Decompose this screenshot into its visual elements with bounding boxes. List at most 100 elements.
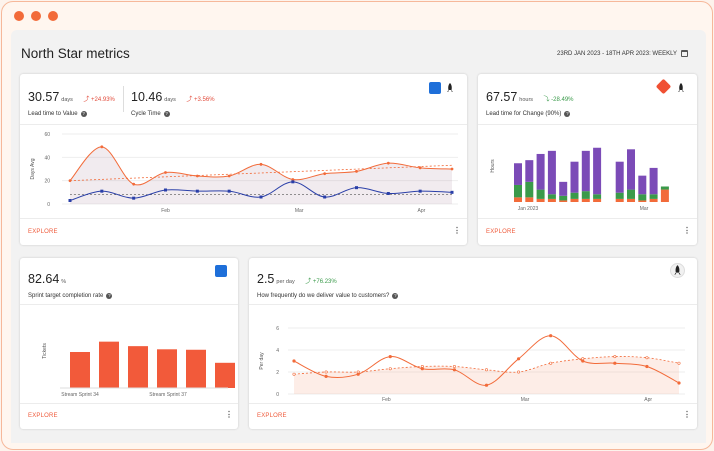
- card-separator: [249, 403, 697, 404]
- more-menu-icon[interactable]: ⋮: [683, 226, 691, 235]
- card-separator: [20, 218, 467, 219]
- metric-divider: [123, 86, 124, 112]
- bar: [99, 341, 119, 388]
- explore-link[interactable]: EXPLORE: [257, 413, 287, 419]
- bar-segment: [660, 189, 669, 202]
- bar-segment: [514, 184, 522, 198]
- series-area: [70, 146, 452, 204]
- help-icon[interactable]: ?: [564, 111, 571, 117]
- x-tick-label: Feb: [382, 397, 391, 402]
- data-point: [450, 167, 454, 171]
- x-tick-label: Apr: [644, 397, 652, 402]
- card-separator: [478, 218, 697, 219]
- bar-segment: [570, 192, 579, 199]
- delivery-frequency-chart: Per day 6 4 2 0 Feb Mar Apr: [259, 326, 685, 402]
- more-menu-icon[interactable]: ⋮: [225, 410, 233, 419]
- bar-segment: [525, 160, 534, 182]
- lead-time-chart: Days Avg 60 40 20 0 Feb Mar Apr: [30, 132, 458, 214]
- data-point: [164, 171, 167, 174]
- data-point: [324, 374, 328, 378]
- delivery-frequency-unit: per day: [276, 279, 295, 285]
- cycle-time-label: Cycle Time: [131, 111, 161, 117]
- card-separator: [478, 124, 697, 125]
- bar-segment: [547, 150, 556, 195]
- bar: [215, 362, 235, 388]
- window-close-button[interactable]: [14, 11, 24, 21]
- explore-link[interactable]: EXPLORE: [486, 229, 516, 235]
- y-axis-label: Days Avg: [30, 158, 36, 179]
- bar-segment: [615, 192, 624, 199]
- bar-segment: [660, 186, 669, 190]
- y-tick-label: 20: [44, 179, 50, 185]
- help-icon[interactable]: ?: [163, 111, 170, 117]
- bar-segment: [536, 189, 545, 199]
- x-tick-label: Mar: [521, 397, 530, 402]
- bar-segment: [514, 163, 522, 185]
- bar-segment: [627, 198, 635, 202]
- window-minimize-button[interactable]: [31, 11, 41, 21]
- data-point: [549, 334, 553, 338]
- data-point: [386, 161, 390, 165]
- data-point: [516, 357, 521, 361]
- bar: [70, 352, 90, 388]
- data-point: [645, 356, 649, 360]
- data-point: [324, 370, 328, 374]
- data-point: [484, 383, 489, 387]
- help-icon[interactable]: ?: [392, 293, 399, 299]
- calendar-icon[interactable]: [681, 50, 688, 57]
- explore-link[interactable]: EXPLORE: [28, 229, 58, 235]
- sprint-completion-value: 82.64: [28, 272, 60, 286]
- data-point: [292, 372, 296, 376]
- bar-segment: [649, 167, 658, 195]
- bar-segment: [615, 198, 624, 202]
- git-icon: [655, 78, 672, 95]
- y-axis-label: Hours: [490, 159, 496, 173]
- change-lead-time-delta: ⤵ -28.49%: [543, 97, 574, 103]
- explore-link[interactable]: EXPLORE: [28, 413, 58, 419]
- change-lead-time-value: 67.57: [486, 90, 518, 104]
- data-point: [356, 372, 360, 376]
- change-lead-time-label: Lead time for Change (90%): [486, 111, 562, 117]
- bar-segment: [581, 191, 590, 199]
- more-menu-icon[interactable]: ⋮: [453, 226, 461, 235]
- data-point: [291, 178, 295, 181]
- delivery-frequency-value: 2.5: [257, 272, 275, 286]
- data-point: [388, 367, 392, 371]
- data-point: [100, 145, 104, 149]
- x-tick-label: Jan 2023: [518, 206, 539, 212]
- y-tick-label: 60: [44, 132, 50, 138]
- lead-time-unit: days: [61, 97, 73, 103]
- data-point: [450, 190, 454, 194]
- data-point: [388, 355, 392, 359]
- bar-segment: [525, 197, 534, 202]
- bar-segment: [547, 194, 556, 199]
- data-point: [355, 186, 358, 190]
- window-maximize-button[interactable]: [48, 11, 58, 21]
- bar-segment: [593, 198, 602, 202]
- data-point: [323, 195, 327, 199]
- more-menu-icon[interactable]: ⋮: [683, 410, 691, 419]
- y-tick-label: 40: [44, 155, 50, 161]
- data-point: [418, 166, 422, 170]
- bar-segment: [514, 197, 522, 202]
- cycle-time-unit: days: [164, 97, 176, 103]
- data-point: [291, 180, 295, 184]
- date-range-picker[interactable]: 23RD JAN 2023 - 18TH APR 2023: WEEKLY: [557, 50, 688, 57]
- delivery-frequency-delta: ⤴ +76.23%: [305, 279, 337, 285]
- cycle-time-value: 10.46: [131, 90, 163, 104]
- data-point: [132, 182, 136, 186]
- data-point: [195, 174, 199, 178]
- bar-segment: [581, 198, 590, 202]
- card-separator: [20, 124, 467, 125]
- help-icon[interactable]: ?: [106, 293, 113, 299]
- x-tick-label: Apr: [418, 208, 426, 214]
- delivery-frequency-label: How frequently do we deliver value to cu…: [257, 293, 390, 299]
- sprint-completion-card: 82.64% Sprint target completion rate? Ti…: [20, 258, 238, 429]
- y-tick-label: 4: [276, 348, 279, 354]
- data-point: [677, 361, 681, 365]
- change-lead-time-unit: hours: [519, 97, 534, 103]
- data-point: [613, 355, 617, 359]
- help-icon[interactable]: ?: [80, 111, 87, 117]
- lead-time-for-change-card: 67.57 hours ⤵ -28.49% Lead time for Chang…: [478, 74, 697, 245]
